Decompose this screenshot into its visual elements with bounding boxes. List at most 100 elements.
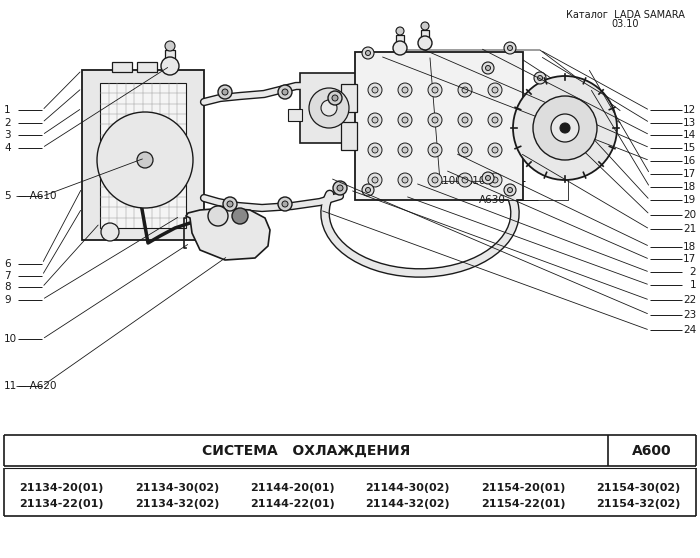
Polygon shape — [102, 134, 138, 159]
Circle shape — [482, 172, 494, 184]
Circle shape — [333, 181, 347, 195]
Circle shape — [458, 173, 472, 187]
Circle shape — [492, 177, 498, 183]
Circle shape — [97, 112, 193, 208]
Circle shape — [428, 83, 442, 97]
Text: 3: 3 — [4, 130, 10, 140]
Text: 21154-20(01): 21154-20(01) — [481, 483, 565, 493]
Text: 18: 18 — [682, 182, 696, 193]
Bar — [521, 120, 567, 136]
Circle shape — [398, 83, 412, 97]
Text: 03.10: 03.10 — [611, 19, 638, 29]
Bar — [421, 30, 429, 44]
Circle shape — [432, 117, 438, 123]
Text: 20: 20 — [683, 210, 696, 220]
Text: 2: 2 — [690, 267, 696, 277]
Circle shape — [402, 117, 408, 123]
Circle shape — [137, 152, 153, 168]
Text: 24: 24 — [682, 325, 696, 335]
Circle shape — [337, 185, 343, 191]
Circle shape — [462, 87, 468, 93]
Circle shape — [534, 72, 546, 84]
Circle shape — [165, 41, 175, 51]
Circle shape — [488, 113, 502, 127]
Text: 18: 18 — [682, 242, 696, 252]
Text: 21144-20(01): 21144-20(01) — [250, 483, 335, 493]
Circle shape — [402, 147, 408, 153]
Circle shape — [432, 177, 438, 183]
Text: 13: 13 — [682, 118, 696, 128]
Text: 21154-30(02): 21154-30(02) — [596, 483, 680, 493]
Circle shape — [282, 89, 288, 95]
Polygon shape — [148, 166, 178, 202]
Circle shape — [486, 176, 491, 180]
Text: А600: А600 — [632, 444, 671, 458]
Bar — [356, 109, 370, 121]
Circle shape — [432, 87, 438, 93]
Circle shape — [428, 173, 442, 187]
Bar — [288, 109, 302, 121]
Circle shape — [432, 147, 438, 153]
Circle shape — [278, 85, 292, 99]
Circle shape — [504, 184, 516, 196]
Text: 11: 11 — [4, 381, 18, 391]
Circle shape — [533, 96, 597, 160]
Text: A100,A101: A100,A101 — [436, 176, 493, 186]
Text: 9: 9 — [4, 295, 10, 305]
Circle shape — [208, 206, 228, 226]
Circle shape — [508, 187, 512, 193]
Circle shape — [492, 117, 498, 123]
Circle shape — [372, 177, 378, 183]
Bar — [165, 50, 175, 66]
Bar — [341, 84, 357, 112]
Circle shape — [458, 83, 472, 97]
Circle shape — [492, 87, 498, 93]
Circle shape — [488, 143, 502, 157]
Text: 1: 1 — [690, 280, 696, 290]
Circle shape — [368, 83, 382, 97]
Text: 21134-32(02): 21134-32(02) — [135, 499, 219, 509]
Text: 12: 12 — [682, 105, 696, 116]
Text: 7: 7 — [4, 271, 10, 281]
Circle shape — [282, 201, 288, 207]
Circle shape — [365, 51, 370, 55]
Text: 21144-32(02): 21144-32(02) — [365, 499, 450, 509]
Polygon shape — [136, 116, 159, 151]
Text: 21144-30(02): 21144-30(02) — [365, 483, 450, 493]
Bar — [112, 62, 132, 72]
Text: 16: 16 — [682, 156, 696, 166]
Polygon shape — [109, 165, 141, 200]
Circle shape — [428, 113, 442, 127]
Text: 21134-20(01): 21134-20(01) — [20, 483, 104, 493]
Circle shape — [428, 143, 442, 157]
Bar — [355, 52, 523, 200]
Circle shape — [332, 95, 338, 101]
Circle shape — [161, 57, 179, 75]
Text: 15: 15 — [682, 143, 696, 153]
Circle shape — [101, 223, 119, 241]
Circle shape — [462, 177, 468, 183]
Circle shape — [218, 85, 232, 99]
Circle shape — [321, 100, 337, 116]
Circle shape — [488, 83, 502, 97]
Circle shape — [309, 88, 349, 128]
Circle shape — [368, 143, 382, 157]
Circle shape — [372, 147, 378, 153]
Circle shape — [372, 117, 378, 123]
Text: Каталог  LADA SAMARA: Каталог LADA SAMARA — [566, 10, 685, 20]
Text: — A620: — A620 — [16, 381, 57, 391]
Text: 17: 17 — [682, 169, 696, 179]
Circle shape — [513, 76, 617, 180]
Circle shape — [458, 143, 472, 157]
Text: 21154-32(02): 21154-32(02) — [596, 499, 680, 509]
Bar — [396, 35, 404, 49]
Bar — [341, 122, 357, 150]
Circle shape — [488, 173, 502, 187]
Circle shape — [458, 113, 472, 127]
Text: 17: 17 — [682, 254, 696, 264]
Circle shape — [368, 113, 382, 127]
Circle shape — [396, 27, 404, 35]
Circle shape — [482, 62, 494, 74]
Circle shape — [402, 177, 408, 183]
Circle shape — [362, 47, 374, 59]
